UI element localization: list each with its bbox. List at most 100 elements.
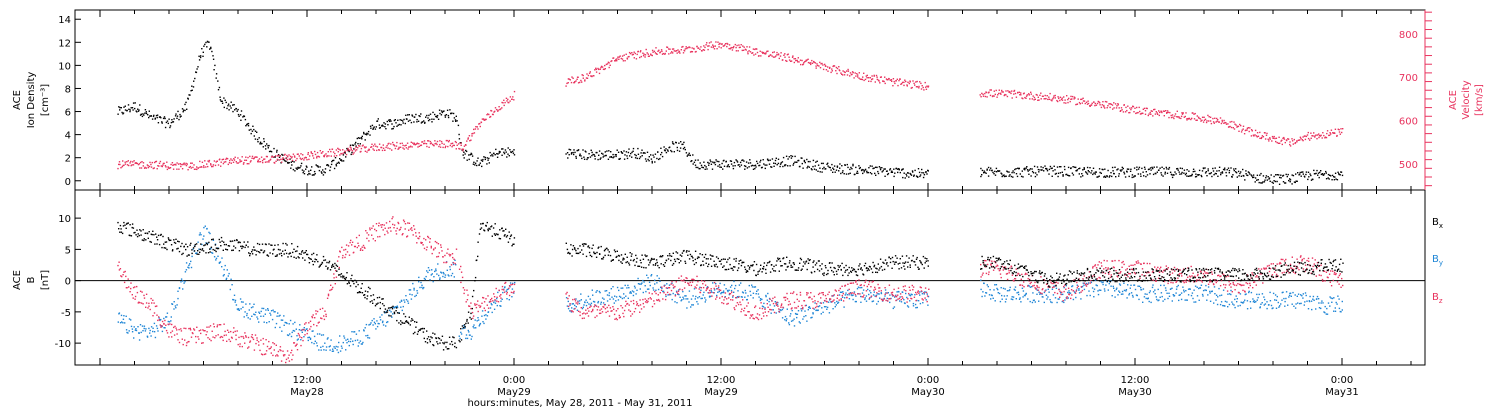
density-point [1096,176,1098,178]
by-point [1031,301,1034,304]
density-point [148,116,150,119]
by-point [433,276,435,278]
density-point [992,171,994,174]
by-point [1260,303,1262,305]
velocity-point [301,157,304,160]
density-point [1165,166,1167,169]
by-point [696,301,698,303]
density-point [184,109,186,112]
velocity-point [1326,130,1329,132]
velocity-point [903,81,905,83]
density-point [725,160,727,163]
velocity-point [329,148,331,151]
density-point [1103,176,1105,178]
density-point [403,118,405,121]
bz-point [225,334,227,336]
density-point [746,167,749,169]
density-point [773,162,775,164]
velocity-point [390,143,392,145]
density-point [334,157,337,159]
by-point [258,312,261,314]
density-point [454,119,457,121]
density-point [1322,174,1325,176]
density-point [1036,174,1038,176]
by-point [166,312,169,314]
velocity-point [1334,132,1336,134]
density-point [281,153,283,156]
by-point [376,320,378,322]
density-point [129,109,131,111]
density-point [744,168,746,170]
velocity-point [457,143,460,145]
density-point [294,170,296,172]
by-point [199,232,201,234]
by-point [1009,289,1011,291]
by-point [877,300,879,303]
velocity-point [275,155,277,157]
velocity-point [798,61,800,63]
bz-point [293,342,296,344]
velocity-point [330,155,332,157]
density-point [236,110,238,112]
by-point [569,304,571,306]
by-point [629,292,631,294]
by-point [1130,292,1133,294]
density-point [492,155,494,157]
density-point [644,152,646,154]
velocity-point [571,76,573,78]
by-point [1341,300,1343,303]
bz-point [270,352,272,354]
density-point [207,41,209,43]
velocity-point [1190,118,1192,121]
bz-point [321,317,323,320]
density-point [267,147,269,149]
velocity-point [1266,132,1268,135]
bz-point [397,221,399,224]
velocity-point [285,157,287,160]
by-point [486,315,489,317]
bz-point [474,303,476,305]
density-point [1288,179,1290,182]
by-point [645,290,647,293]
density-point [388,120,391,123]
velocity-point [276,158,279,161]
density-point [469,154,472,156]
velocity-point [828,67,831,69]
bz-point [479,306,481,308]
velocity-point [1018,91,1020,93]
velocity-point [211,165,213,168]
velocity-point [612,57,615,59]
density-point [661,155,664,158]
density-point [134,102,136,104]
bz-point [482,297,485,299]
velocity-point [922,86,924,89]
velocity-point [990,89,992,91]
density-point [261,142,263,145]
by-point [865,300,868,302]
by-point [1307,308,1310,310]
by-point [587,295,590,298]
velocity-point [210,163,212,165]
density-point [234,109,236,111]
density-point [399,119,401,121]
velocity-point [1177,116,1179,118]
density-point [1178,171,1180,173]
velocity-point [625,53,627,55]
density-point [1026,166,1028,168]
by-point [1054,285,1056,287]
density-point [705,166,707,168]
by-point [740,296,743,298]
density-point [219,99,222,101]
by-point [289,319,292,322]
x-tick-date-label: May29 [497,387,530,398]
by-point [738,295,740,298]
by-point [844,297,846,299]
velocity-point [286,154,288,157]
bz-point [127,278,129,280]
velocity-point [784,53,786,55]
velocity-point [176,168,178,170]
density-point [821,171,823,173]
velocity-point [825,69,828,71]
velocity-point [1173,117,1175,120]
velocity-point [188,166,190,169]
